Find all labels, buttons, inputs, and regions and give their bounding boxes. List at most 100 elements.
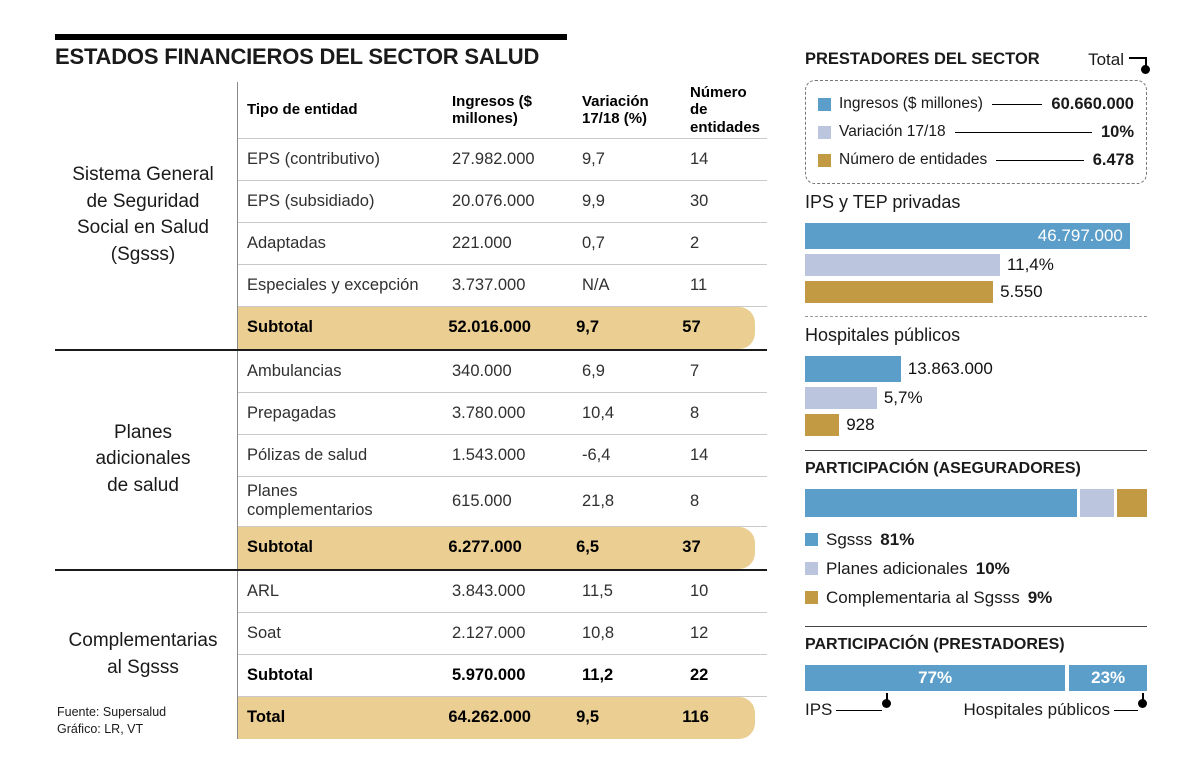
cell-tipo: Ambulancias (247, 361, 342, 380)
cell-entidades: 22 (690, 665, 709, 684)
table-row: EPS (contributivo) 27.982.000 9,7 14 (238, 139, 767, 181)
credit-line: Gráfico: LR, VT (57, 721, 144, 736)
cell-entidades: 57 (682, 318, 701, 337)
cell-ingresos: 340.000 (452, 361, 512, 380)
legend-pct: 9% (1027, 587, 1053, 607)
ingresos-bar: 46.797.000 (805, 223, 1130, 249)
table-group-complementarias: Complementarias al Sgsss ARL 3.843.000 1… (55, 568, 767, 739)
legend-label: Número de entidades (839, 151, 988, 168)
cell-ingresos: 27.982.000 (452, 149, 535, 168)
ingresos-swatch-icon (818, 97, 831, 111)
financial-table: Sistema General de Seguridad Social en S… (55, 82, 767, 739)
title-rule (55, 34, 567, 40)
source-line: Fuente: Supersalud (57, 705, 167, 719)
segment-sgsss (805, 489, 1078, 517)
callout-dot (1138, 692, 1147, 708)
cell-entidades: 8 (690, 491, 700, 510)
cell-tipo: Subtotal (247, 538, 313, 557)
segment-pct: 77% (918, 668, 953, 687)
cell-variacion: 10,4 (582, 403, 615, 422)
cell-ingresos: 1.543.000 (452, 445, 526, 464)
cell-variacion: 9,5 (576, 708, 600, 727)
cell-tipo: Total (247, 708, 286, 727)
bar-row: 46.797.000 (805, 223, 1147, 249)
legend-pct: 10% (975, 558, 1010, 578)
cell-entidades: 37 (682, 538, 701, 557)
cell-entidades: 14 (690, 445, 709, 464)
subtotal-row: Subtotal 6.277.000 6,5 37 (238, 526, 755, 569)
cell-tipo: EPS (subsidiado) (247, 191, 375, 210)
cell-tipo: Especiales y excepción (247, 275, 419, 294)
ips-callout: IPS (805, 692, 892, 720)
callout-stem (1141, 692, 1144, 702)
cell-ingresos: 3.843.000 (452, 581, 526, 600)
group-label: Complementarias al Sgsss (68, 630, 218, 678)
callout-dot (882, 692, 892, 708)
cell-variacion: -6,4 (582, 445, 611, 464)
bar-value: 928 (846, 415, 875, 434)
entidades-swatch-icon (818, 153, 831, 167)
cell-variacion: 11,5 (582, 581, 613, 600)
cell-tipo: Subtotal (247, 318, 313, 337)
cell-variacion: 6,9 (582, 361, 605, 380)
cell-variacion: 10,8 (582, 623, 615, 642)
callout-label: IPS (805, 700, 833, 719)
cell-entidades: 11 (690, 275, 708, 294)
cell-variacion: 9,9 (582, 191, 605, 210)
source-note: Fuente: Supersalud Gráfico: LR, VT (57, 704, 166, 738)
cell-entidades: 30 (690, 191, 709, 210)
cell-ingresos: 3.737.000 (452, 275, 526, 294)
total-dot (1141, 65, 1150, 74)
subtotal-row: Subtotal 5.970.000 11,2 22 (238, 655, 767, 697)
table-row: Pólizas de salud 1.543.000 -6,4 14 (238, 435, 767, 477)
cell-entidades: 12 (690, 623, 709, 642)
aseguradores-stacked-bar (805, 489, 1148, 517)
legend-value: 60.660.000 (1051, 94, 1134, 113)
planes-swatch-icon (805, 562, 818, 575)
leader-line (954, 131, 1092, 133)
bar-row: 928 (805, 414, 1147, 436)
legend-value: 10% (1100, 122, 1134, 141)
cell-variacion: 21,8 (582, 491, 615, 510)
cell-variacion: 0,7 (582, 233, 605, 252)
aseguradores-legend: Sgsss 81% Planes adicionales 10% Complem… (805, 525, 1147, 612)
table-row: Soat 2.127.000 10,8 12 (238, 613, 767, 655)
bar-row: 13.863.000 (805, 356, 1147, 382)
aseguradores-title: PARTICIPACIÓN (ASEGURADORES) (805, 460, 1081, 477)
prestadores-panel: PRESTADORES DEL SECTOR Total Ingresos ($… (805, 50, 1150, 720)
segment-planes (1080, 489, 1114, 517)
prestadores-stacked-bar: 77% 23% (805, 665, 1147, 691)
cell-variacion: 6,5 (576, 538, 600, 557)
cell-tipo: Pólizas de salud (247, 445, 368, 464)
variacion-bar (805, 387, 877, 409)
cell-entidades: 10 (690, 581, 709, 600)
prestadores-part-title: PARTICIPACIÓN (PRESTADORES) (805, 636, 1065, 653)
cell-ingresos: 20.076.000 (452, 191, 535, 210)
bar-value: 5.550 (1000, 282, 1043, 301)
legend-row: Sgsss 81% (805, 525, 1147, 554)
cell-ingresos: 64.262.000 (448, 708, 531, 727)
table-row: ARL 3.843.000 11,5 10 (238, 571, 767, 613)
ingresos-bar (805, 356, 901, 382)
callout-label: Hospitales públicos (963, 700, 1110, 719)
bar-row: 11,4% (805, 254, 1147, 276)
total-label: Total (1088, 50, 1124, 69)
cell-entidades: 8 (690, 403, 700, 422)
group-label: Planes adicionales de salud (95, 421, 191, 497)
cell-tipo: Planes complementarios (247, 482, 373, 520)
bar-value: 13.863.000 (907, 359, 993, 378)
cell-tipo: ARL (247, 581, 280, 600)
cell-variacion: 9,7 (582, 149, 605, 168)
prestadores-title: PRESTADORES DEL SECTOR (805, 50, 1040, 68)
table-row: EPS (subsidiado) 20.076.000 9,9 30 (238, 181, 767, 223)
entidades-bar (805, 414, 840, 436)
segment-pct: 23% (1091, 668, 1126, 687)
cell-ingresos: 615.000 (452, 491, 512, 510)
legend-row: Ingresos ($ millones) 60.660.000 (818, 90, 1134, 118)
segment-complementaria (1116, 489, 1148, 517)
table-row: Adaptadas 221.000 0,7 2 (238, 223, 767, 265)
prestadores-header: PRESTADORES DEL SECTOR Total (805, 50, 1150, 74)
cell-variacion: N/A (582, 275, 610, 294)
cell-tipo: Prepagadas (247, 403, 336, 422)
